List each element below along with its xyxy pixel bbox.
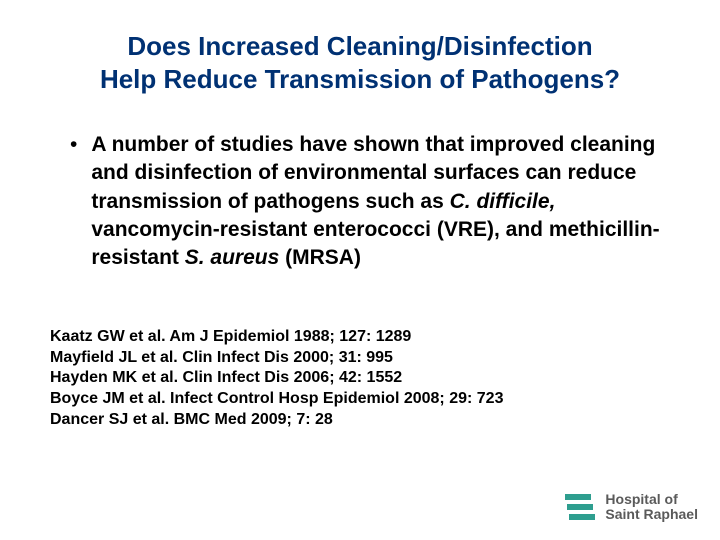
bullet-italic-2: S. aureus xyxy=(185,246,280,269)
reference-line: Hayden MK et al. Clin Infect Dis 2006; 4… xyxy=(50,368,670,389)
bullet-seg-1: A number of studies have shown that impr… xyxy=(91,133,655,213)
bullet-item: • A number of studies have shown that im… xyxy=(70,131,660,273)
bullet-italic-1: C. difficile, xyxy=(450,190,556,213)
bullet-seg-3: (MRSA) xyxy=(279,246,361,269)
reference-line: Kaatz GW et al. Am J Epidemiol 1988; 127… xyxy=(50,327,670,348)
slide: Does Increased Cleaning/Disinfection Hel… xyxy=(0,0,720,540)
logo-line-2: Saint Raphael xyxy=(605,507,698,522)
reference-line: Dancer SJ et al. BMC Med 2009; 7: 28 xyxy=(50,410,670,431)
slide-title: Does Increased Cleaning/Disinfection Hel… xyxy=(80,30,640,95)
logo-mark-icon xyxy=(563,490,597,524)
bullet-text: A number of studies have shown that impr… xyxy=(91,131,660,273)
reference-line: Mayfield JL et al. Clin Infect Dis 2000;… xyxy=(50,348,670,369)
title-line-1: Does Increased Cleaning/Disinfection xyxy=(127,31,592,61)
references-block: Kaatz GW et al. Am J Epidemiol 1988; 127… xyxy=(50,327,670,431)
reference-line: Boyce JM et al. Infect Control Hosp Epid… xyxy=(50,389,670,410)
bullet-marker: • xyxy=(70,131,91,159)
title-line-2: Help Reduce Transmission of Pathogens? xyxy=(100,64,620,94)
logo-line-1: Hospital of xyxy=(605,492,698,507)
bullet-seg-2: vancomycin-resistant enterococci (VRE), … xyxy=(91,218,659,269)
footer-logo: Hospital of Saint Raphael xyxy=(563,490,698,524)
logo-text: Hospital of Saint Raphael xyxy=(605,492,698,521)
